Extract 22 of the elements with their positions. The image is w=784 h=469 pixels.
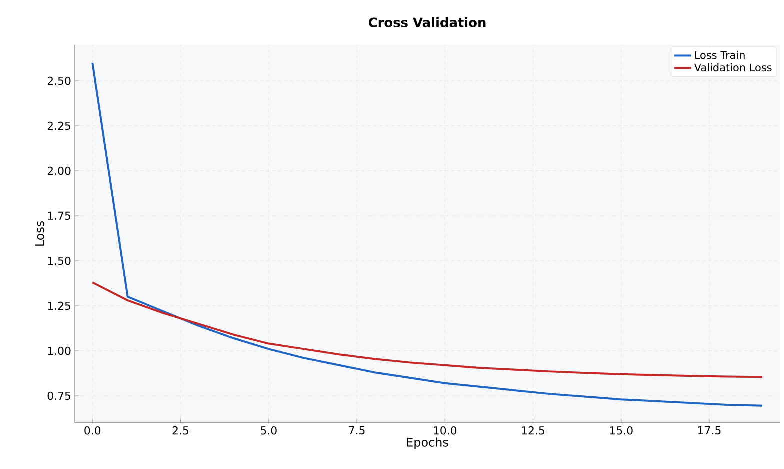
y-tick-label: 1.25 — [48, 302, 71, 310]
x-tick-label: 15.0 — [610, 426, 633, 435]
y-tick-label: 1.50 — [48, 256, 71, 266]
x-tick-label: 2.5 — [172, 426, 189, 435]
legend-label: Validation Loss — [694, 64, 772, 72]
chart-title: Cross Validation — [368, 17, 486, 28]
x-tick-label: 0.0 — [84, 426, 101, 435]
legend-label: Loss Train — [695, 51, 745, 60]
y-tick-label: 2.50 — [48, 76, 71, 86]
y-tick-label: 2.25 — [48, 122, 71, 130]
y-tick-label: 2.00 — [48, 166, 71, 176]
y-axis-title: Loss — [35, 221, 44, 246]
y-tick-label: 0.75 — [48, 392, 71, 400]
x-tick-label: 5.0 — [261, 426, 277, 435]
x-axis-title: Epochs — [407, 438, 448, 450]
x-tick-label: 7.5 — [349, 426, 365, 435]
line-series — [92, 282, 764, 378]
x-tick-label: 17.5 — [698, 426, 721, 435]
y-tick-label: 1.75 — [48, 212, 71, 220]
x-tick-label: 12.5 — [522, 426, 544, 435]
x-tick-label: 10.0 — [434, 426, 457, 435]
y-tick-label: 1.00 — [48, 346, 71, 356]
